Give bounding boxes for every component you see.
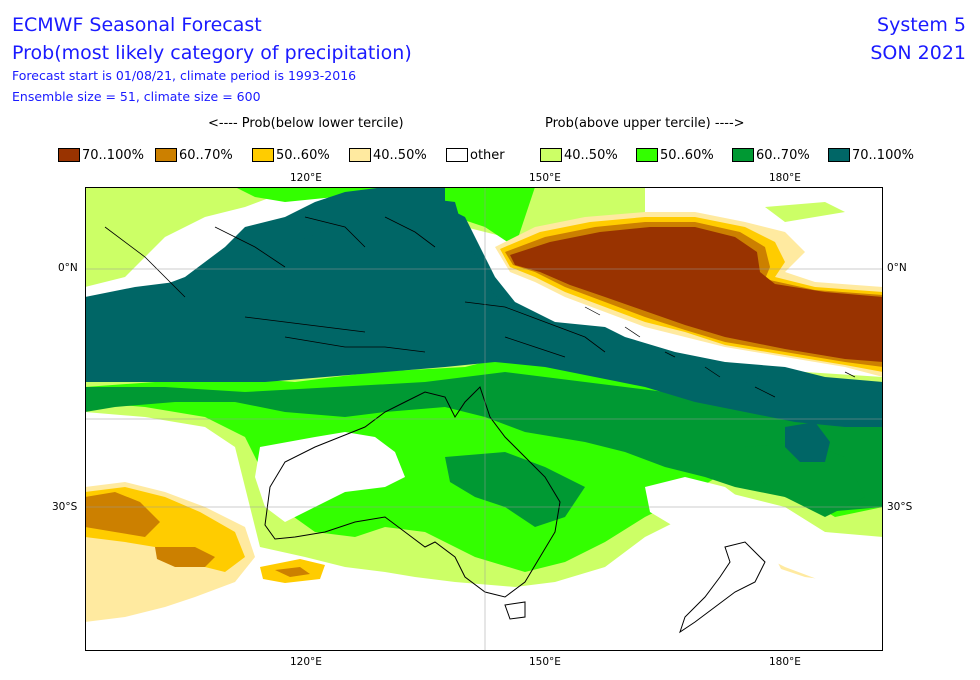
legend-label: 40..50% [373,147,427,163]
forecast-start-info: Forecast start is 01/08/21, climate peri… [12,68,357,83]
tasmania-coastline [504,601,526,620]
region-other-east [645,477,883,587]
legend-swatch [732,148,754,162]
legend-swatch [828,148,850,162]
indonesia-coastline [104,216,606,358]
pacific-islands-coastline [584,306,856,398]
lon-tick-bottom-120: 120°E [290,656,322,668]
legend-label: 50..60% [660,147,714,163]
forecast-title: ECMWF Seasonal Forecast [12,14,262,36]
lon-tick-top-150: 150°E [529,172,561,184]
legend-label: 60..70% [179,147,233,163]
legend-label: other [470,147,505,163]
legend-item-below-50: 50..60% [252,146,330,164]
legend-swatch [349,148,371,162]
legend-label: 50..60% [276,147,330,163]
region-above-40-northeast [765,202,845,222]
map-frame [85,187,883,651]
legend-item-above-70: 70..100% [828,146,914,164]
legend-swatch [58,148,80,162]
forecast-subtitle: Prob(most likely category of precipitati… [12,42,412,64]
region-below-60-bight [275,567,310,577]
legend-above-header: Prob(above upper tercile) ----> [545,116,745,131]
region-other-south-sea [85,557,883,651]
system-label: System 5 [877,14,966,36]
region-above-60-interior [445,452,585,527]
legend-swatch [252,148,274,162]
legend-item-above-40: 40..50% [540,146,618,164]
region-above-50-north [235,187,535,247]
legend-swatch [636,148,658,162]
region-above-70-east [785,422,830,462]
region-above-70-band [85,187,883,412]
lat-tick-left-30s: 30°S [52,501,78,513]
legend-label: 40..50% [564,147,618,163]
new-zealand-coastline [679,541,766,634]
season-label: SON 2021 [870,42,966,64]
legend-swatch [155,148,177,162]
australia-coastline [264,386,561,598]
lat-tick-left-0: 0°N [58,262,78,274]
region-below-60-southwest-2 [155,547,215,567]
region-above-60-east [745,442,865,517]
legend-swatch [446,148,468,162]
region-below-70-pacific [510,227,883,362]
region-below-60-southwest [85,492,160,537]
legend-item-above-60: 60..70% [732,146,810,164]
region-other-southwest [255,432,405,522]
region-above-60-belt [85,372,883,512]
precipitation-map [85,187,883,651]
legend-label: 60..70% [756,147,810,163]
legend-label: 70..100% [82,147,144,163]
legend-item-other: other [446,146,505,164]
lon-tick-bottom-180: 180°E [769,656,801,668]
lat-tick-right-30s: 30°S [887,501,913,513]
lon-tick-top-180: 180°E [769,172,801,184]
region-above-70-main [85,197,883,427]
legend-item-below-70: 70..100% [58,146,144,164]
legend-label: 70..100% [852,147,914,163]
legend-item-below-60: 60..70% [155,146,233,164]
color-legend: 70..100% 60..70% 50..60% 40..50% other 4… [58,146,928,166]
ensemble-info: Ensemble size = 51, climate size = 600 [12,89,261,104]
lon-tick-bottom-150: 150°E [529,656,561,668]
lat-tick-right-0: 0°N [887,262,907,274]
legend-swatch [540,148,562,162]
legend-below-header: <---- Prob(below lower tercile) [208,116,404,131]
lon-tick-top-120: 120°E [290,172,322,184]
legend-item-below-40: 40..50% [349,146,427,164]
legend-item-above-50: 50..60% [636,146,714,164]
